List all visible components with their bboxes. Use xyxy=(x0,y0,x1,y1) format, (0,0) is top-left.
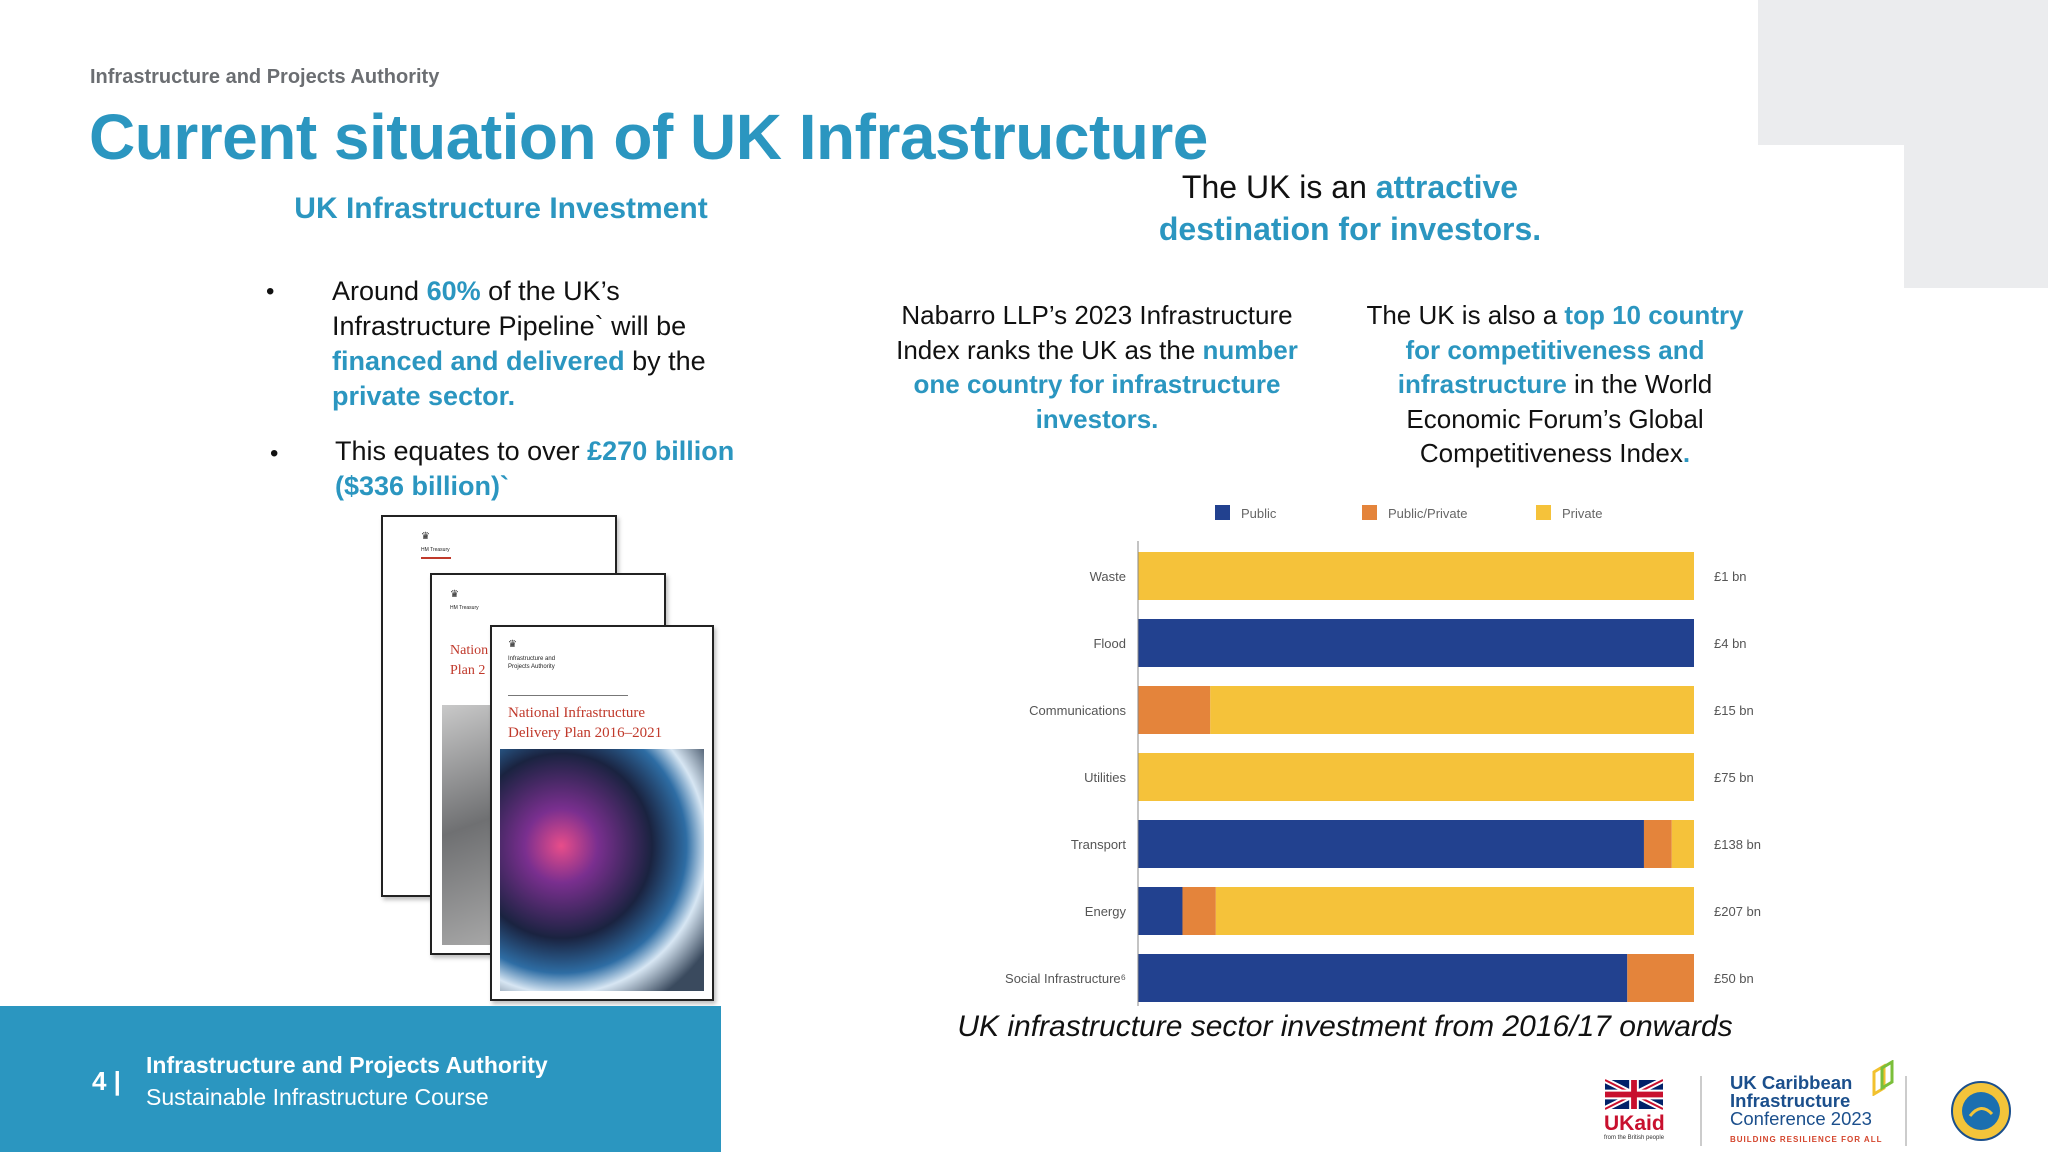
bar-segment xyxy=(1210,686,1694,734)
category-label: Communications xyxy=(1029,703,1126,718)
grey-block-top xyxy=(1758,0,2048,145)
nabarro-index-text: Nabarro LLP’s 2023 Infrastructure Index … xyxy=(895,298,1299,436)
conference-tagline: BUILDING RESILIENCE FOR ALL xyxy=(1730,1135,1883,1144)
bar-segment xyxy=(1627,954,1694,1002)
report-cover-front: ♛ Infrastructure and Projects Authority … xyxy=(490,625,714,1001)
union-flag-icon xyxy=(1605,1079,1663,1110)
legend-swatch xyxy=(1536,505,1551,520)
cover-crest-label-mid: HM Treasury xyxy=(450,605,479,611)
bullet-marker-1: • xyxy=(266,278,275,305)
right-heading-text: The UK is an xyxy=(1181,169,1376,205)
cover-rule xyxy=(508,695,628,696)
col2-accent-2: . xyxy=(1682,438,1691,468)
logo-divider xyxy=(1905,1076,1907,1146)
cover-org-front: Infrastructure and Projects Authority xyxy=(508,656,556,670)
conference-line-1: UK Caribbean xyxy=(1730,1072,1853,1093)
bullet-private-financing: Around 60% of the UK’s Infrastructure Pi… xyxy=(332,274,752,414)
category-label: Waste xyxy=(1090,569,1126,584)
cover-title-front: National Infrastructure Delivery Plan 20… xyxy=(508,705,663,741)
ukaid-logo: UKaid xyxy=(1604,1112,1665,1135)
wef-index-text: The UK is also a top 10 country for comp… xyxy=(1350,298,1760,471)
bullet1-text-1: Around xyxy=(332,276,427,306)
total-label: £15 bn xyxy=(1714,703,1754,718)
cover-title-mid: Nation Plan 2 xyxy=(450,643,489,678)
bullet2-text-2: ` xyxy=(500,471,510,501)
col2-accent-1: top 10 country for competitiveness and i… xyxy=(1397,300,1744,399)
chart-caption: UK infrastructure sector investment from… xyxy=(957,1010,1733,1043)
legend-label: Private xyxy=(1562,506,1602,521)
category-labels: Waste Flood Communications Utilities Transpo… xyxy=(1005,569,1126,986)
conference-line-2: Infrastructure xyxy=(1730,1090,1851,1111)
col1-accent: number one country for infrastructure in… xyxy=(913,334,1298,434)
crest-icon: ♛ xyxy=(421,531,430,542)
bar-segment xyxy=(1138,619,1694,667)
category-label: Flood xyxy=(1093,636,1126,651)
bar-segment xyxy=(1138,820,1644,868)
bullet2-accent-1: £270 billion ($336 billion) xyxy=(335,436,735,501)
bar-segment xyxy=(1671,820,1694,868)
bullet1-accent-1: 60% xyxy=(426,276,481,306)
right-heading-accent: attractive destination for investors. xyxy=(1158,169,1542,247)
footer-bar xyxy=(0,1006,721,1152)
legend-swatch xyxy=(1362,505,1377,520)
legend-label: Public/Private xyxy=(1388,506,1467,521)
bar-segment xyxy=(1643,820,1672,868)
bar-segment xyxy=(1138,552,1694,600)
page-title: Current situation of UK Infrastructure xyxy=(89,101,1208,173)
bar-segment xyxy=(1138,887,1183,935)
bar-segment xyxy=(1138,686,1211,734)
cover-rule xyxy=(421,557,451,559)
grey-block-right xyxy=(1904,145,2048,288)
bar-segment xyxy=(1138,954,1628,1002)
conference-logo: UK Caribbean Infrastructure Conference 2… xyxy=(1730,1072,1872,1129)
total-label: £4 bn xyxy=(1714,636,1747,651)
col2-text-1: The UK is also a xyxy=(1366,300,1565,330)
crest-icon: ♛ xyxy=(450,589,459,600)
cdb-seal-icon xyxy=(1951,1081,2011,1141)
chart-bars xyxy=(1138,552,1694,1002)
ukaid-subtitle: from the British people xyxy=(1604,1135,1665,1141)
category-label: Utilities xyxy=(1084,770,1126,785)
bullet-investment-value: This equates to over £270 billion ($336 … xyxy=(335,434,765,504)
page-number: 4 | xyxy=(92,1066,121,1096)
col2-text-2: in the World Economic Forum’s Global Com… xyxy=(1406,369,1713,468)
bullet1-text-3: by the xyxy=(624,346,706,376)
cover-image-front xyxy=(500,749,704,991)
bar-segment xyxy=(1215,887,1694,935)
bullet1-accent-3: private sector. xyxy=(332,381,516,411)
cover-crest-label-back: HM Treasury xyxy=(421,547,450,553)
total-label: £138 bn xyxy=(1714,837,1761,852)
category-label: Social Infrastructure⁶ xyxy=(1005,971,1126,986)
total-label: £75 bn xyxy=(1714,770,1754,785)
bar-segment xyxy=(1138,753,1694,801)
chart-legend: Public Public/Private Private xyxy=(1215,505,1602,521)
total-labels: £1 bn £4 bn £15 bn £75 bn £138 bn £207 bn £50 … xyxy=(1714,569,1761,986)
col1-text: Nabarro LLP’s 2023 Infrastructure Index … xyxy=(896,300,1293,365)
right-heading: The UK is an attractive destination for … xyxy=(1110,166,1590,250)
investment-chart: Public Public/Private Private Waste Flood Co… xyxy=(1005,505,1761,1006)
total-label: £207 bn xyxy=(1714,904,1761,919)
footer-course: Sustainable Infrastructure Course xyxy=(146,1084,489,1110)
footer-org: Infrastructure and Projects Authority xyxy=(146,1052,548,1078)
bullet2-text-1: This equates to over xyxy=(335,436,588,466)
bullet-marker-2: • xyxy=(270,440,279,467)
org-label: Infrastructure and Projects Authority xyxy=(90,66,440,88)
left-heading: UK Infrastructure Investment xyxy=(294,192,708,225)
conference-line-3: Conference 2023 xyxy=(1730,1108,1872,1129)
legend-label: Public xyxy=(1241,506,1277,521)
bullet1-text-2: of the UK’s Infrastructure Pipeline` wil… xyxy=(332,276,687,341)
crest-icon: ♛ xyxy=(508,639,517,650)
total-label: £1 bn xyxy=(1714,569,1747,584)
bullet1-accent-2: financed and delivered xyxy=(332,346,625,376)
conference-mark-icon xyxy=(1872,1060,1894,1096)
total-label: £50 bn xyxy=(1714,971,1754,986)
bar-segment xyxy=(1182,887,1216,935)
category-label: Energy xyxy=(1085,904,1127,919)
logo-divider xyxy=(1700,1076,1702,1146)
category-label: Transport xyxy=(1071,837,1127,852)
legend-swatch xyxy=(1215,505,1230,520)
